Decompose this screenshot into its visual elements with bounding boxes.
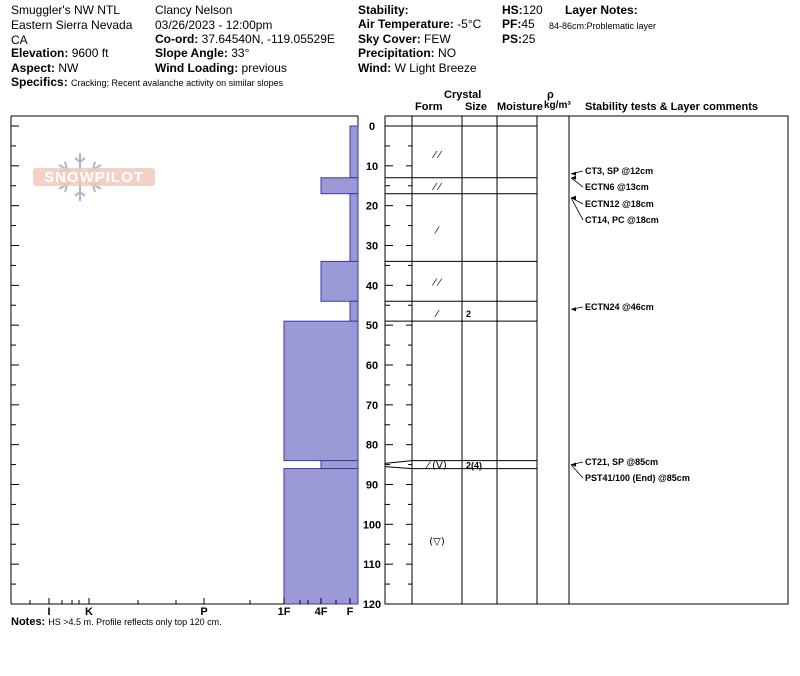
hardness-label-4F: 4F bbox=[315, 606, 328, 618]
depth-label-110: 110 bbox=[363, 559, 381, 571]
stability-test-5: CT21, SP @85cm bbox=[585, 457, 658, 467]
hardness-bar-5 bbox=[283, 320, 359, 462]
layer-notes-label: Layer Notes: bbox=[565, 3, 638, 17]
stability-test-6: PST41/100 (End) @85cm bbox=[585, 473, 690, 483]
depth-label-100: 100 bbox=[363, 519, 381, 531]
ps-field: PS:25 bbox=[502, 32, 536, 46]
hardness-bar-2 bbox=[349, 193, 359, 262]
specifics-field: Specifics: Cracking; Recent avalanche ac… bbox=[11, 75, 284, 89]
crystal-form-6: (▽) bbox=[429, 536, 445, 547]
hardness-label-P: P bbox=[200, 606, 207, 618]
stability-test-4: ECTN24 @46cm bbox=[585, 302, 654, 312]
hardness-bar-4 bbox=[349, 300, 359, 322]
col-crystal: Crystal bbox=[444, 89, 481, 101]
sky-cover-field: Sky Cover: FEW bbox=[358, 32, 451, 46]
datetime-text: 03/26/2023 - 12:00pm bbox=[155, 18, 273, 32]
stability-test-3: CT14, PC @18cm bbox=[585, 215, 659, 225]
stability-field: Stability: bbox=[358, 3, 409, 17]
depth-label-60: 60 bbox=[366, 360, 378, 372]
depth-label-80: 80 bbox=[366, 440, 378, 452]
elevation-field: Elevation: 9600 ft bbox=[11, 46, 109, 60]
coord-field: Co-ord: 37.64540N, -119.05529E bbox=[155, 32, 335, 46]
col-form: Form bbox=[415, 101, 443, 113]
precip-field: Precipitation: NO bbox=[358, 46, 457, 60]
stability-tests: CT3, SP @12cm ECTN6 @13cm ECTN12 @18cm CT14… bbox=[570, 166, 690, 483]
hardness-bar-6 bbox=[320, 460, 359, 470]
hardness-label-F: F bbox=[347, 606, 354, 618]
col-moisture: Moisture bbox=[497, 101, 543, 113]
watermark-text: SNOWPILOT bbox=[44, 169, 144, 186]
crystal-form-4: ⁄ bbox=[434, 309, 440, 320]
pf-field: PF:45 bbox=[502, 17, 535, 31]
hardness-label-1F: 1F bbox=[278, 606, 291, 618]
col-rho: ρ bbox=[547, 89, 554, 101]
col-stability: Stability tests & Layer comments bbox=[585, 101, 758, 113]
region-text: Eastern Sierra Nevada bbox=[11, 18, 133, 32]
crystal-form-2: ⁄ bbox=[434, 226, 440, 237]
air-temp-field: Air Temperature: -5°C bbox=[358, 17, 482, 31]
depth-label-0: 0 bbox=[369, 121, 375, 133]
wind-field: Wind: W Light Breeze bbox=[358, 61, 477, 75]
aspect-field: Aspect: NW bbox=[11, 61, 79, 75]
notes: Notes: HS >4.5 m. Profile reflects only … bbox=[11, 616, 222, 628]
hardness-bar-0 bbox=[349, 125, 359, 179]
crystal-form-0: ⁄ ⁄ bbox=[432, 150, 443, 161]
stability-test-2: ECTN12 @18cm bbox=[585, 199, 654, 209]
depth-label-70: 70 bbox=[366, 400, 378, 412]
depth-label-120: 120 bbox=[363, 599, 381, 611]
stability-test-0: CT3, SP @12cm bbox=[585, 166, 653, 176]
crystal-form-3: ⁄ ⁄ bbox=[432, 277, 443, 288]
crystal-column: ⁄ ⁄ ⁄ ⁄ ⁄ ⁄ ⁄ ⁄ 2 ⁄ (V) 2(4) (▽) bbox=[425, 150, 482, 547]
depth-axis: 0 10 20 30 40 50 60 70 80 90 100 110 120 bbox=[363, 121, 381, 611]
hs-field: HS:120 bbox=[502, 3, 543, 17]
col-size: Size bbox=[465, 101, 487, 113]
state-text: CA bbox=[11, 33, 28, 47]
wind-loading-field: Wind Loading: previous bbox=[155, 61, 287, 75]
depth-label-10: 10 bbox=[366, 161, 378, 173]
depth-label-20: 20 bbox=[366, 201, 378, 213]
depth-label-30: 30 bbox=[366, 241, 378, 253]
hardness-label-I: I bbox=[47, 606, 50, 618]
crystal-form-5: ⁄ (V) bbox=[425, 461, 447, 472]
depth-label-90: 90 bbox=[366, 480, 378, 492]
col-rho-unit: kg/m³ bbox=[544, 100, 571, 111]
hardness-bar-3 bbox=[320, 260, 359, 302]
crystal-size-5: 2(4) bbox=[466, 461, 482, 471]
snowpilot-logo: SNOWPILOT bbox=[33, 152, 155, 202]
slope-field: Slope Angle: 33° bbox=[155, 46, 250, 60]
location-title: Smuggler's NW NTL bbox=[11, 3, 120, 17]
depth-label-50: 50 bbox=[366, 320, 378, 332]
crystal-size-4: 2 bbox=[466, 309, 471, 319]
depth-label-40: 40 bbox=[366, 280, 378, 292]
observer-name: Clancy Nelson bbox=[155, 3, 233, 17]
layer-note: 84-86cm:Problematic layer bbox=[549, 21, 657, 31]
stability-test-1: ECTN6 @13cm bbox=[585, 182, 649, 192]
hardness-profile bbox=[283, 125, 359, 605]
hardness-label-K: K bbox=[85, 606, 93, 618]
crystal-form-1: ⁄ ⁄ bbox=[432, 182, 443, 193]
hardness-bar-7 bbox=[283, 468, 359, 605]
hardness-bar-1 bbox=[320, 177, 359, 195]
